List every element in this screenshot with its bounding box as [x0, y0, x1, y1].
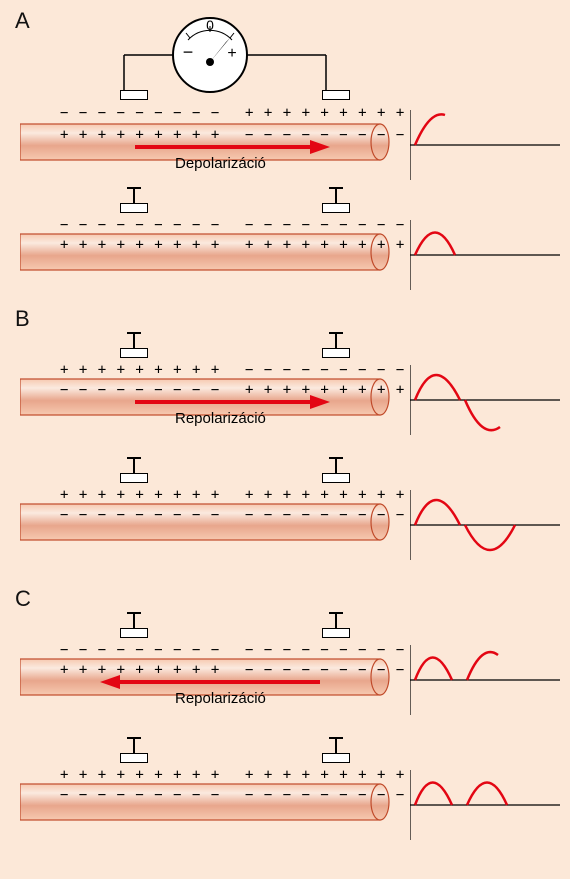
electrode-cross	[329, 457, 343, 459]
electrode	[322, 473, 350, 483]
graph-c1: + −	[410, 635, 560, 725]
charges-top-left: − − − − − − − − −	[60, 217, 220, 233]
electrode-cross	[329, 332, 343, 334]
electrode	[322, 753, 350, 763]
panel-a-row2: − − − − − − − − − − − − − − − − − − + + …	[10, 205, 560, 315]
charges-in-right: − − − − − − − − −	[245, 507, 405, 523]
charges-in-left: − − − − − − − − −	[60, 787, 220, 803]
graph-c2: + −	[410, 760, 560, 850]
charges-top-right: + + + + + + + + +	[245, 105, 405, 121]
electrode-cross	[329, 187, 343, 189]
panel-b-row1: + + + + + + + + + − − − − − − − − − − − …	[10, 350, 560, 460]
panel-a-row1: − − − − − − − − − + + + + + + + + + + + …	[10, 95, 560, 205]
arrow-label: Depolarizáció	[175, 155, 266, 172]
charges-top-right: − − − − − − − − −	[245, 362, 405, 378]
graph-b2: + −	[410, 480, 560, 570]
electrode	[120, 628, 148, 638]
arrow-label: Repolarizáció	[175, 410, 266, 427]
panel-c-row1: − − − − − − − − − − − − − − − − − − + + …	[10, 630, 560, 740]
electrode	[120, 473, 148, 483]
graph-a1: + −	[410, 100, 560, 190]
charges-top-right: − − − − − − − − −	[245, 217, 405, 233]
charges-top-right: + + + + + + + + +	[245, 487, 405, 503]
charges-top-left: + + + + + + + + +	[60, 767, 220, 783]
meter-minus: −	[183, 42, 194, 62]
meter-plus: +	[227, 45, 236, 62]
electrode-cross	[127, 737, 141, 739]
electrode-cross	[127, 187, 141, 189]
electrode	[120, 348, 148, 358]
charges-in-right: + + + + + + + + +	[245, 237, 405, 253]
charges-top-right: + + + + + + + + +	[245, 767, 405, 783]
charges-in-right: − − − − − − − − −	[245, 787, 405, 803]
electrode-cross	[329, 737, 343, 739]
electrode	[120, 753, 148, 763]
charges-in-left: − − − − − − − − −	[60, 507, 220, 523]
charges-top-left: + + + + + + + + +	[60, 487, 220, 503]
panel-label-c: C	[15, 586, 31, 612]
electrode	[322, 90, 350, 100]
electrode	[322, 348, 350, 358]
panel-b-row2: + + + + + + + + + + + + + + + + + + − − …	[10, 475, 560, 585]
charges-top-left: − − − − − − − − −	[60, 105, 220, 121]
arrow-label: Repolarizáció	[175, 690, 266, 707]
charges-top-right: − − − − − − − − −	[245, 642, 405, 658]
panel-label-a: A	[15, 8, 30, 34]
electrode-cross	[127, 332, 141, 334]
electrode	[120, 90, 148, 100]
electrode-cross	[329, 612, 343, 614]
electrode	[120, 203, 148, 213]
charges-top-left: − − − − − − − − −	[60, 642, 220, 658]
charges-in-left: + + + + + + + + +	[60, 237, 220, 253]
electrode-cross	[127, 612, 141, 614]
electrode	[322, 628, 350, 638]
graph-a2: + −	[410, 210, 560, 300]
electrode	[322, 203, 350, 213]
meter: 0 − +	[80, 10, 380, 100]
charges-top-left: + + + + + + + + +	[60, 362, 220, 378]
graph-b1: + −	[410, 355, 560, 445]
electrode-cross	[127, 457, 141, 459]
panel-c-row2: + + + + + + + + + + + + + + + + + + − − …	[10, 755, 560, 865]
